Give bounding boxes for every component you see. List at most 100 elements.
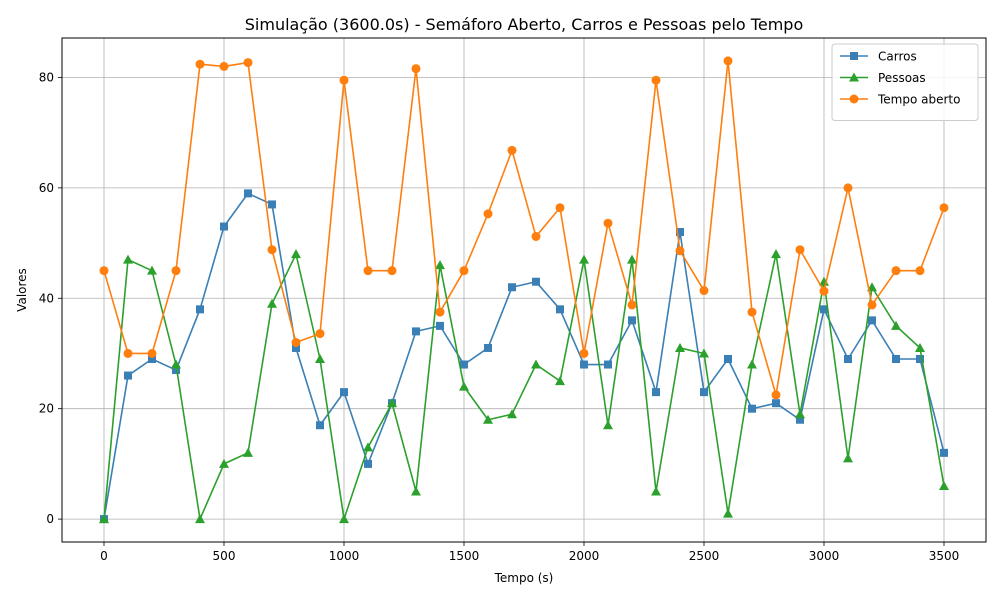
data-point-pessoas xyxy=(171,359,181,369)
data-point-carros xyxy=(940,448,948,457)
data-point-carros xyxy=(916,355,924,364)
data-point-tempo-aberto xyxy=(675,246,685,256)
data-point-carros xyxy=(724,355,732,364)
data-point-carros xyxy=(796,415,804,424)
legend-label-pessoas: Pessoas xyxy=(878,71,926,85)
data-point-tempo-aberto xyxy=(387,266,397,276)
data-point-pessoas xyxy=(507,409,517,419)
data-point-carros xyxy=(748,404,756,413)
data-point-pessoas xyxy=(291,249,301,259)
data-point-tempo-aberto xyxy=(123,348,133,358)
data-point-carros xyxy=(700,388,708,397)
y-axis: 0 20 40 60 80 xyxy=(39,70,62,526)
data-point-tempo-aberto xyxy=(771,390,781,400)
y-tick-label: 60 xyxy=(39,181,54,195)
data-point-carros xyxy=(484,343,492,352)
series-line-carros xyxy=(103,192,945,520)
data-point-tempo-aberto xyxy=(531,231,541,241)
data-point-carros xyxy=(892,355,900,364)
data-point-tempo-aberto xyxy=(339,75,349,85)
x-tick-label: 500 xyxy=(213,549,236,563)
data-point-carros xyxy=(268,200,276,209)
data-point-tempo-aberto xyxy=(915,266,925,276)
data-point-pessoas xyxy=(315,354,325,364)
data-point-tempo-aberto xyxy=(315,329,325,339)
data-point-carros xyxy=(196,305,204,314)
data-point-carros xyxy=(580,360,588,369)
data-point-tempo-aberto xyxy=(699,286,709,296)
data-point-carros xyxy=(604,360,612,369)
data-point-carros xyxy=(292,343,300,352)
y-tick-label: 20 xyxy=(39,402,54,416)
data-point-pessoas xyxy=(387,398,397,408)
data-point-tempo-aberto xyxy=(891,266,901,276)
data-point-pessoas xyxy=(435,260,445,270)
data-point-pessoas xyxy=(195,514,205,524)
data-point-pessoas xyxy=(483,414,493,424)
data-point-tempo-aberto xyxy=(267,245,277,255)
data-point-pessoas xyxy=(363,442,373,452)
data-point-pessoas xyxy=(219,458,229,468)
data-point-tempo-aberto xyxy=(507,145,517,155)
data-point-carros xyxy=(412,327,420,336)
legend-marker-tempo-aberto xyxy=(849,94,859,104)
data-point-carros xyxy=(652,388,660,397)
data-point-pessoas xyxy=(795,409,805,419)
data-point-pessoas xyxy=(771,249,781,259)
series-layer xyxy=(99,56,949,524)
data-point-carros xyxy=(124,371,132,380)
data-point-carros xyxy=(676,228,684,237)
data-point-tempo-aberto xyxy=(435,307,445,317)
data-point-tempo-aberto xyxy=(195,59,205,69)
data-point-tempo-aberto xyxy=(579,348,589,358)
x-tick-label: 2000 xyxy=(569,549,600,563)
data-point-carros xyxy=(436,321,444,330)
data-point-tempo-aberto xyxy=(411,64,421,74)
data-point-carros xyxy=(460,360,468,369)
data-point-carros xyxy=(316,421,324,430)
data-point-pessoas xyxy=(459,381,469,391)
data-point-pessoas xyxy=(747,359,757,369)
data-point-carros xyxy=(340,388,348,397)
data-point-tempo-aberto xyxy=(459,266,469,276)
data-point-pessoas xyxy=(243,447,253,457)
series-line-pessoas xyxy=(103,253,945,520)
data-point-tempo-aberto xyxy=(243,58,253,68)
x-axis-label: Tempo (s) xyxy=(494,571,554,585)
chart-title: Simulação (3600.0s) - Semáforo Aberto, C… xyxy=(245,15,803,34)
data-point-pessoas xyxy=(267,298,277,308)
data-point-tempo-aberto xyxy=(363,266,373,276)
data-point-carros xyxy=(364,459,372,468)
data-point-pessoas xyxy=(891,320,901,330)
x-tick-label: 0 xyxy=(100,549,108,563)
legend-label-carros: Carros xyxy=(878,50,917,64)
data-point-carros xyxy=(244,189,252,198)
x-tick-label: 2500 xyxy=(689,549,720,563)
data-point-pessoas xyxy=(411,486,421,496)
data-point-pessoas xyxy=(675,342,685,352)
data-point-pessoas xyxy=(915,342,925,352)
legend-marker-pessoas xyxy=(849,72,859,82)
data-point-pessoas xyxy=(555,376,565,386)
legend-box xyxy=(831,43,979,121)
data-point-carros xyxy=(820,305,828,314)
legend-label-tempo-aberto: Tempo aberto xyxy=(877,93,960,107)
data-point-carros xyxy=(148,355,156,364)
data-point-carros xyxy=(772,399,780,408)
data-point-pessoas xyxy=(123,254,133,264)
data-point-tempo-aberto xyxy=(219,61,229,71)
data-point-pessoas xyxy=(651,486,661,496)
data-point-tempo-aberto xyxy=(651,75,661,85)
series-carros xyxy=(100,189,948,524)
data-point-tempo-aberto xyxy=(603,218,613,228)
x-tick-label: 3500 xyxy=(929,549,960,563)
series-tempo-aberto xyxy=(99,56,949,400)
data-point-tempo-aberto xyxy=(627,300,637,310)
data-point-carros xyxy=(220,222,228,231)
data-point-tempo-aberto xyxy=(819,286,829,296)
grid-lines xyxy=(62,38,986,542)
y-tick-label: 0 xyxy=(46,512,54,526)
data-point-carros xyxy=(172,366,180,375)
y-tick-label: 40 xyxy=(39,291,54,305)
